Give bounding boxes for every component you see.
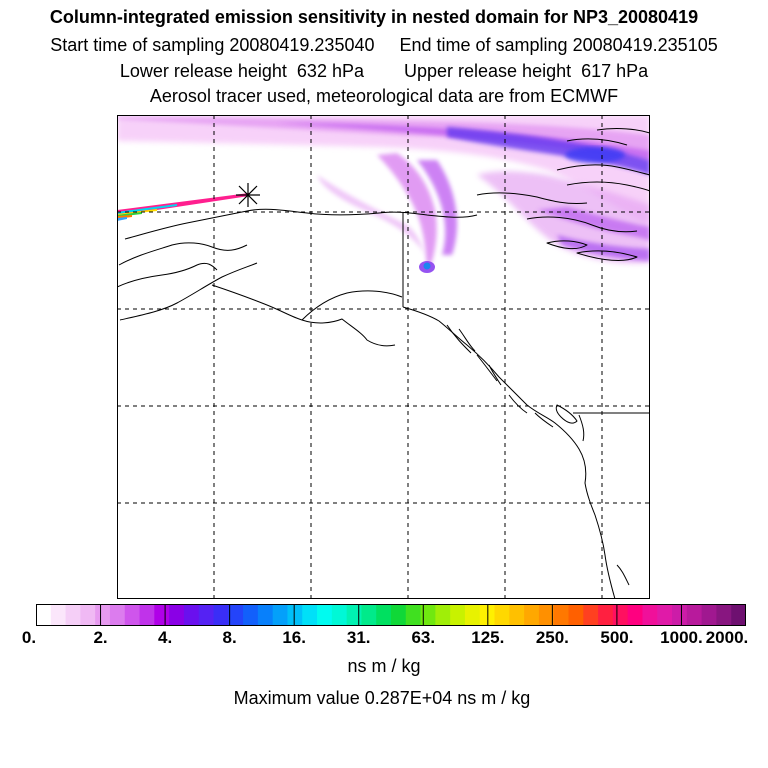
colorbar-swatch [450, 604, 466, 626]
colorbar-swatch [169, 604, 185, 626]
map-frame [117, 115, 650, 599]
colorbar-swatch [361, 604, 377, 626]
colorbar-tick-label: 2. [93, 628, 108, 647]
colorbar-swatch [494, 604, 510, 626]
colorbar-tick-label: 63. [411, 628, 436, 647]
asterisk-marker-icon [236, 183, 260, 207]
colorbar-tick-label: 2000. [705, 628, 749, 647]
colorbar-swatch [701, 604, 718, 626]
colorbar-swatch [405, 604, 422, 626]
colorbar-swatch [228, 604, 244, 626]
colorbar-swatch [272, 604, 289, 626]
colorbar [36, 604, 746, 626]
colorbar-swatch [598, 604, 614, 626]
colorbar-swatch [553, 604, 570, 626]
latlon-grid [117, 115, 650, 599]
colorbar-unit: ns m / kg [347, 656, 421, 676]
colorbar-swatch [331, 604, 348, 626]
maximum-value-text: Maximum value 0.287E+04 ns m / kg [233, 688, 531, 708]
colorbar-swatch [257, 604, 274, 626]
colorbar-swatch [302, 604, 318, 626]
colorbar-swatch [80, 604, 96, 626]
colorbar-swatch [154, 604, 170, 626]
colorbar-tick-label: 1000. [660, 628, 703, 647]
colorbar-swatch [36, 604, 52, 626]
colorbar-swatch [716, 604, 732, 626]
colorbar-swatch [50, 604, 67, 626]
colorbar-swatch [657, 604, 673, 626]
colorbar-tick-label: 0. [21, 628, 37, 647]
colorbar-swatch [568, 604, 584, 626]
colorbar-swatch [435, 604, 451, 626]
colorbar-swatch [95, 604, 111, 626]
colorbar-tick-label: 31. [346, 628, 371, 647]
colorbar-tick-label: 4. [157, 628, 173, 647]
colorbar-swatch [183, 604, 200, 626]
colorbar-swatch [731, 604, 746, 626]
colorbar-swatch [317, 604, 333, 626]
colorbar-swatch [391, 604, 407, 626]
colorbar-swatch [420, 604, 436, 626]
tracer-info-line: Aerosol tracer used, meteorological data… [149, 86, 619, 106]
colorbar-swatch [198, 604, 215, 626]
colorbar-swatch [124, 604, 141, 626]
colorbar-swatch [346, 604, 363, 626]
colorbar-swatch [583, 604, 599, 626]
colorbar-tick-labels: 0. 2. 4. 8. 16. 31. 63. 125. 250. 500. 1000. 2000. [0, 628, 768, 652]
colorbar-swatch [509, 604, 525, 626]
colorbar-tick-label: 16. [282, 628, 306, 647]
colorbar-swatch [672, 604, 688, 626]
colorbar-swatch [538, 604, 555, 626]
colorbar-tick-label: 8. [222, 628, 237, 647]
colorbar-swatch [139, 604, 155, 626]
colorbar-swatch [243, 604, 259, 626]
release-trajectory-band [117, 193, 249, 221]
emission-sensitivity-map [117, 115, 650, 599]
colorbar-swatch [524, 604, 540, 626]
colorbar-swatch [612, 604, 629, 626]
colorbar-swatch [213, 604, 229, 626]
colorbar-swatch [464, 604, 481, 626]
colorbar-tick-label: 250. [535, 628, 569, 647]
colorbar-swatch [686, 604, 703, 626]
sensitivity-hotspot [423, 262, 431, 270]
sampling-times-line: Start time of sampling 20080419.235040 E… [50, 35, 718, 55]
release-heights-line: Lower release height 632 hPa Upper relea… [119, 61, 649, 81]
coastlines [117, 128, 650, 599]
colorbar-swatch [109, 604, 126, 626]
plot-title: Column-integrated emission sensitivity i… [49, 7, 699, 27]
colorbar-swatch [376, 604, 392, 626]
colorbar-swatch [287, 604, 303, 626]
colorbar-tick-label: 500. [600, 628, 634, 647]
colorbar-swatch [65, 604, 81, 626]
colorbar-swatch [627, 604, 644, 626]
colorbar-swatch [642, 604, 658, 626]
colorbar-tick-label: 125. [471, 628, 505, 647]
